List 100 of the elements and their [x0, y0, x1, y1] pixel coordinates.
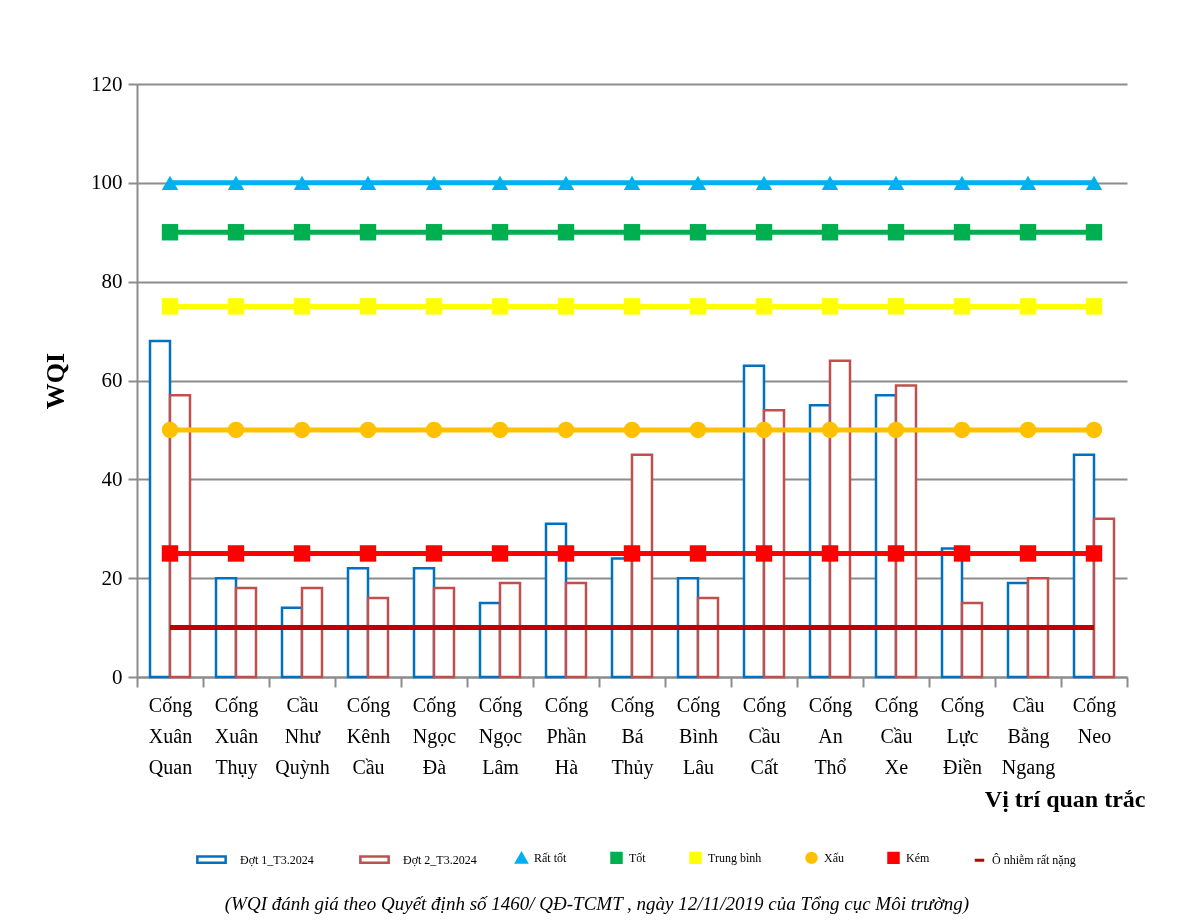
point	[953, 175, 971, 190]
point	[491, 175, 509, 190]
point	[293, 298, 311, 315]
point	[887, 545, 905, 562]
y-tick-label: 100	[91, 170, 123, 195]
point	[491, 298, 509, 315]
y-tick-label: 40	[101, 466, 123, 491]
x-tick-label: Cống Ngọc Lâm	[478, 693, 523, 778]
point	[1019, 175, 1037, 190]
point	[887, 224, 905, 241]
point	[557, 298, 575, 315]
point	[359, 545, 377, 562]
point	[293, 421, 311, 439]
point	[887, 298, 905, 315]
point	[755, 298, 773, 315]
x-tick-label: Cống Bình Lâu	[676, 693, 721, 778]
legend-label: Xấu	[824, 850, 844, 865]
point	[689, 298, 707, 315]
point	[557, 545, 575, 562]
point	[227, 298, 245, 315]
point	[161, 298, 179, 315]
y-tick-label: 60	[101, 368, 123, 392]
point	[557, 224, 575, 241]
point	[821, 545, 839, 562]
legend-label: Ô nhiễm rất nặng	[992, 853, 1076, 868]
point	[227, 545, 245, 562]
x-tick-label: Cống Xuân Quan	[148, 693, 193, 778]
y-tick-label: 20	[101, 565, 123, 590]
legend-label: Đợt 2_T3.2024	[403, 852, 477, 867]
point	[623, 224, 641, 241]
point	[821, 175, 839, 190]
x-tick-label: Cống Phần Hà	[544, 693, 589, 778]
x-tick-label: Cống Xuân Thụy	[214, 693, 259, 779]
point	[425, 545, 443, 562]
point	[293, 175, 311, 190]
point	[623, 545, 641, 562]
point	[689, 545, 707, 562]
x-axis-title: Vị trí quan trắc	[984, 785, 1146, 812]
point	[689, 224, 707, 241]
point	[623, 175, 641, 190]
point	[887, 421, 905, 439]
point	[227, 224, 245, 241]
legend-label: Kém	[906, 850, 930, 865]
point	[689, 175, 707, 190]
x-tick-label: Cống Kênh Cầu	[346, 693, 391, 778]
point	[161, 421, 179, 439]
point	[359, 175, 377, 190]
point	[887, 175, 905, 190]
y-tick-label: 80	[101, 269, 123, 294]
y-axis-title: WQI	[41, 352, 70, 410]
x-tick-label: Cống An Thổ	[808, 693, 853, 778]
point	[293, 545, 311, 562]
point	[425, 224, 443, 241]
x-tick-label: Cầu Như Quỳnh	[275, 693, 330, 779]
legend-label: Trung bình	[708, 850, 762, 865]
point	[425, 175, 443, 190]
point	[1085, 421, 1103, 439]
point	[689, 421, 707, 439]
point	[425, 421, 443, 439]
point	[1019, 298, 1037, 315]
legend-label: Rất tốt	[534, 851, 567, 866]
x-tick-label: Cống Neo	[1072, 693, 1117, 747]
x-tick-label: Cống Cầu Xe	[874, 693, 919, 778]
point	[425, 298, 443, 315]
point	[1085, 175, 1103, 190]
point	[491, 224, 509, 241]
point	[953, 421, 971, 439]
point	[161, 224, 179, 241]
point	[623, 421, 641, 439]
point	[755, 175, 773, 190]
point	[227, 421, 245, 439]
point	[953, 224, 971, 241]
point	[293, 224, 311, 241]
point	[359, 224, 377, 241]
y-tick-label: 120	[91, 71, 123, 96]
point	[491, 545, 509, 562]
point	[623, 298, 641, 315]
point	[1085, 298, 1103, 315]
point	[755, 421, 773, 439]
point	[359, 298, 377, 315]
x-tick-label: Cống Ngọc Đà	[412, 693, 457, 778]
point	[161, 545, 179, 562]
x-tick-label: Cống Bá Thủy	[610, 693, 655, 779]
point	[359, 421, 377, 439]
point	[491, 421, 509, 439]
point	[953, 298, 971, 315]
point	[755, 545, 773, 562]
point	[821, 421, 839, 439]
x-tick-label: Cống Cầu Cất	[742, 693, 787, 778]
text: (WQI đánh giá theo Quyết định số 1460/ QĐ-TCMT , ngày 12/11/2019 của Tổng cục Môi trường)	[223, 893, 971, 915]
y-tick-label: 0	[112, 664, 123, 689]
point	[953, 545, 971, 562]
point	[821, 298, 839, 315]
point	[821, 224, 839, 241]
point	[227, 175, 245, 190]
point	[557, 421, 575, 439]
legend-label: Đợt 1_T3.2024	[240, 852, 314, 867]
x-tick-label: Cống Lực Điền	[940, 693, 985, 778]
point	[557, 175, 575, 190]
point	[755, 224, 773, 241]
